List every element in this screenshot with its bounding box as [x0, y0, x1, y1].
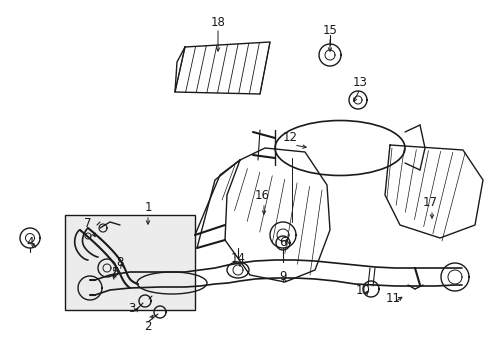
Text: 3: 3	[128, 301, 135, 315]
Text: 2: 2	[144, 320, 151, 333]
Text: 14: 14	[230, 252, 245, 265]
Text: 1: 1	[144, 202, 151, 215]
Text: 10: 10	[355, 284, 370, 297]
Text: 13: 13	[352, 76, 366, 89]
Text: 6: 6	[279, 237, 286, 249]
FancyBboxPatch shape	[65, 215, 195, 310]
Text: 18: 18	[210, 15, 225, 28]
Text: 7: 7	[84, 217, 92, 230]
Text: 17: 17	[422, 197, 437, 210]
Text: 11: 11	[385, 292, 400, 305]
Text: 5: 5	[111, 266, 119, 279]
Text: 15: 15	[322, 23, 337, 36]
Text: 16: 16	[254, 189, 269, 202]
Text: 4: 4	[26, 235, 34, 248]
Text: 8: 8	[116, 256, 123, 270]
Text: 12: 12	[282, 131, 297, 144]
Text: 9: 9	[279, 270, 286, 284]
